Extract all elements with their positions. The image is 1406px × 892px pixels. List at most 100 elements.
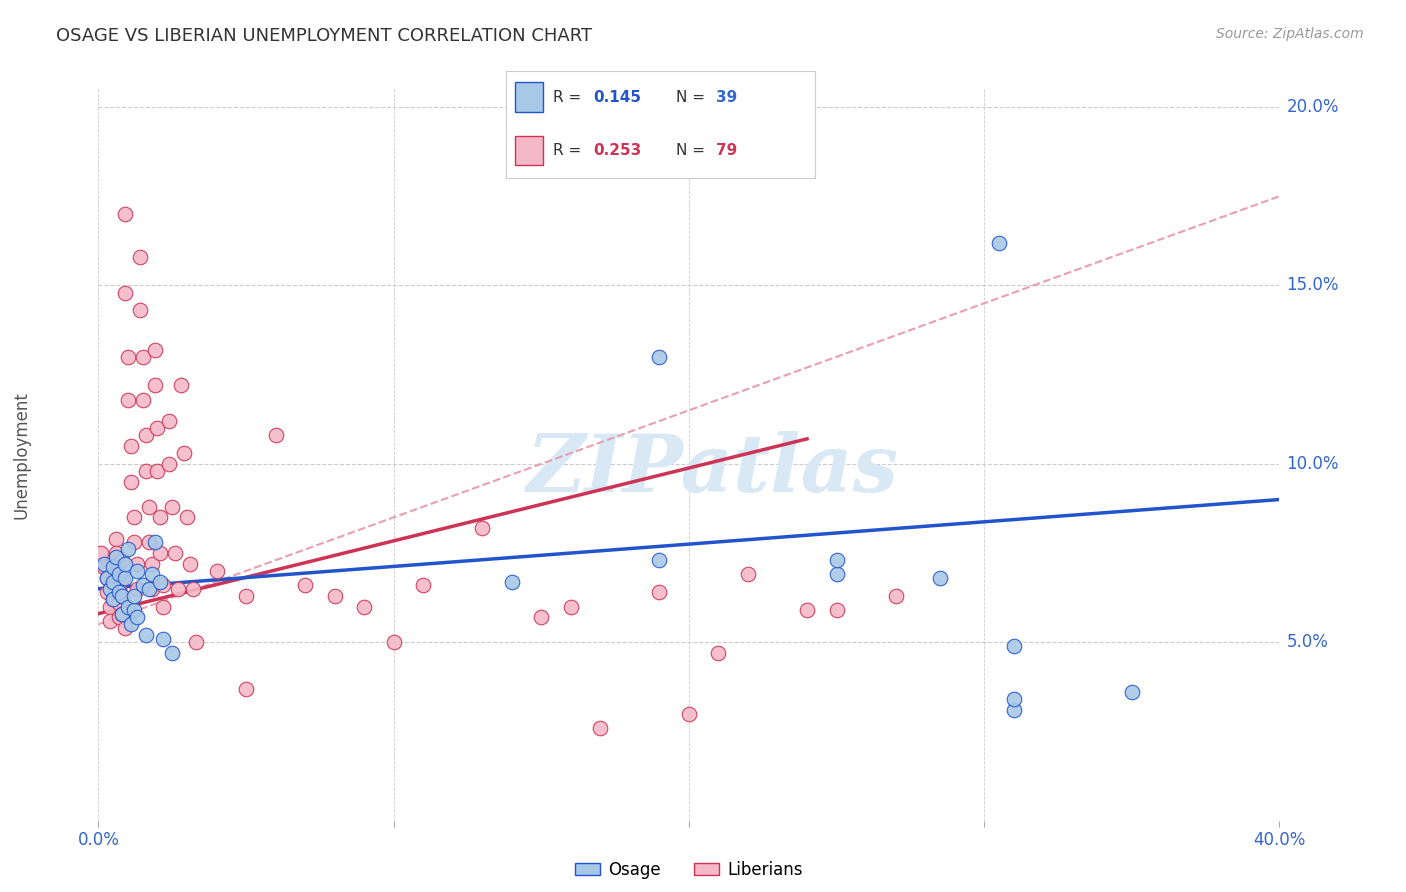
Point: [170, 378, 193, 392]
Text: N =: N =: [676, 89, 706, 104]
Point: [103, 574, 125, 589]
Point: [125, 557, 148, 571]
Point: [179, 557, 201, 571]
Point: [103, 592, 125, 607]
Point: [125, 564, 148, 578]
Point: [987, 235, 1010, 250]
Point: [103, 560, 125, 574]
Point: [1002, 639, 1025, 653]
Point: [96, 571, 118, 585]
Text: 0.253: 0.253: [593, 143, 641, 158]
Point: [825, 603, 848, 617]
Point: [167, 582, 190, 596]
Point: [152, 632, 174, 646]
Point: [135, 464, 157, 478]
Point: [108, 610, 131, 624]
Point: [108, 567, 131, 582]
Point: [105, 567, 128, 582]
Point: [323, 589, 346, 603]
Point: [114, 571, 136, 585]
Text: Unemployment: Unemployment: [13, 391, 30, 519]
Point: [141, 567, 163, 582]
Point: [149, 546, 172, 560]
Text: 79: 79: [717, 143, 738, 158]
Point: [122, 510, 145, 524]
Point: [120, 439, 142, 453]
Point: [173, 446, 195, 460]
Point: [114, 621, 136, 635]
Point: [412, 578, 434, 592]
Text: N =: N =: [676, 143, 706, 158]
Point: [108, 582, 131, 596]
Point: [117, 350, 139, 364]
Point: [152, 599, 174, 614]
Point: [108, 585, 131, 599]
Point: [111, 607, 134, 621]
Point: [884, 589, 907, 603]
Point: [176, 510, 198, 524]
Point: [96, 585, 118, 599]
Text: 0.145: 0.145: [593, 89, 641, 104]
Text: R =: R =: [553, 89, 581, 104]
Point: [235, 589, 257, 603]
Point: [162, 500, 183, 514]
Point: [105, 532, 128, 546]
Point: [146, 464, 169, 478]
Point: [530, 610, 553, 624]
Point: [90, 546, 112, 560]
Point: [1002, 692, 1025, 706]
Point: [143, 343, 166, 357]
Point: [122, 603, 145, 617]
Point: [128, 250, 150, 264]
Point: [264, 428, 287, 442]
Point: [162, 646, 183, 660]
Point: [141, 582, 163, 596]
Point: [149, 574, 172, 589]
Point: [117, 599, 139, 614]
Point: [138, 535, 160, 549]
Point: [1121, 685, 1143, 699]
Point: [132, 578, 155, 592]
Point: [382, 635, 405, 649]
Point: [501, 574, 523, 589]
Point: [96, 571, 118, 585]
Point: [111, 589, 134, 603]
Point: [796, 603, 818, 617]
Point: [98, 599, 121, 614]
Text: ZIPatlas: ZIPatlas: [526, 431, 898, 508]
Point: [707, 646, 730, 660]
Point: [294, 578, 316, 592]
Point: [132, 392, 155, 407]
Point: [117, 542, 139, 557]
Point: [205, 564, 228, 578]
Point: [353, 599, 375, 614]
Point: [143, 378, 166, 392]
Point: [135, 628, 157, 642]
Point: [122, 589, 145, 603]
Point: [105, 549, 128, 564]
Point: [111, 571, 134, 585]
Point: [135, 428, 157, 442]
Point: [93, 560, 115, 574]
Point: [471, 521, 494, 535]
Point: [93, 557, 115, 571]
Point: [114, 285, 136, 300]
Point: [143, 535, 166, 549]
Point: [825, 553, 848, 567]
Point: [128, 303, 150, 318]
Point: [114, 207, 136, 221]
Point: [132, 350, 155, 364]
Point: [825, 567, 848, 582]
Text: Source: ZipAtlas.com: Source: ZipAtlas.com: [1216, 27, 1364, 41]
Text: R =: R =: [553, 143, 581, 158]
Point: [165, 546, 187, 560]
Point: [111, 607, 134, 621]
Point: [98, 582, 121, 596]
Legend: Osage, Liberians: Osage, Liberians: [568, 855, 810, 886]
Point: [125, 582, 148, 596]
Text: 5.0%: 5.0%: [1286, 633, 1329, 651]
Point: [648, 585, 671, 599]
Point: [103, 592, 125, 607]
Point: [111, 553, 134, 567]
Point: [117, 392, 139, 407]
